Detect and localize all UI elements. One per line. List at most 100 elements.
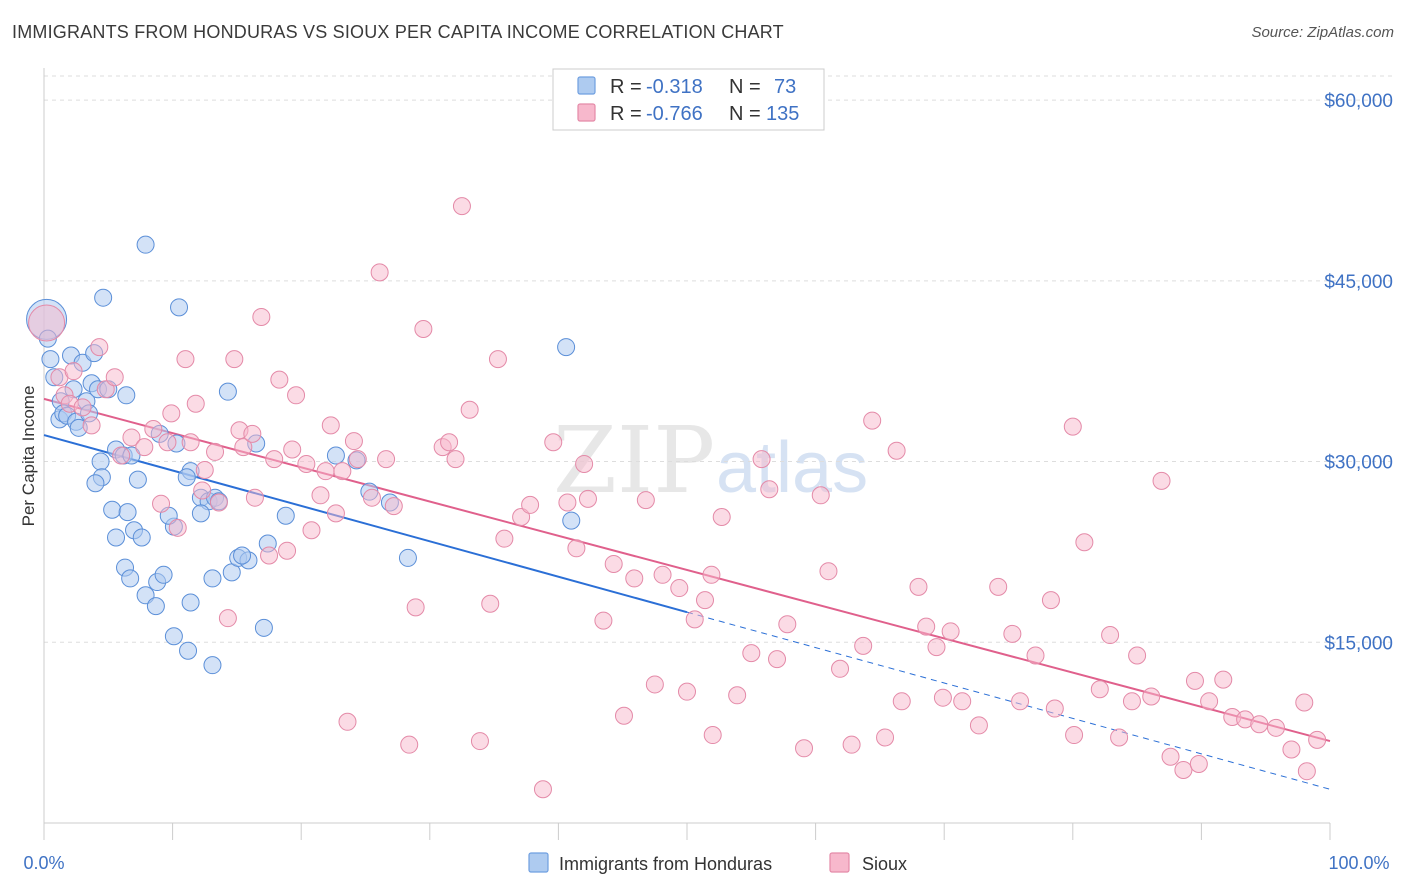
data-point-sioux	[892, 692, 911, 711]
data-point-honduras	[136, 235, 155, 254]
data-point-sioux	[488, 350, 507, 369]
data-point-sioux	[218, 609, 237, 628]
data-point-sioux	[225, 350, 244, 369]
data-point-sioux	[594, 611, 613, 630]
data-point-sioux	[645, 675, 664, 694]
data-point-honduras	[181, 593, 200, 612]
data-point-sioux	[1075, 533, 1094, 552]
data-point-sioux	[795, 739, 814, 758]
data-point-sioux	[260, 546, 279, 565]
legend-r-value-1: -0.318	[646, 76, 703, 98]
data-point-sioux	[969, 716, 988, 735]
legend-r-label-2: R =	[610, 103, 642, 125]
data-point-sioux	[193, 481, 212, 500]
data-point-honduras	[326, 446, 345, 465]
data-point-sioux	[338, 712, 357, 731]
axes	[43, 68, 1331, 840]
trend-line-honduras-extension	[686, 611, 1331, 790]
data-point-sioux	[636, 491, 655, 510]
data-point-sioux	[209, 493, 228, 512]
data-point-honduras	[177, 468, 196, 487]
data-point-sioux	[344, 432, 363, 451]
data-point-sioux	[811, 486, 830, 505]
data-point-sioux	[1128, 646, 1147, 665]
data-point-sioux	[122, 428, 141, 447]
data-point-sioux	[234, 438, 253, 457]
data-point-sioux	[1122, 692, 1141, 711]
data-point-sioux	[1282, 740, 1301, 759]
x-tick-label-end: 100.0%	[1328, 853, 1389, 873]
data-point-sioux	[152, 494, 171, 513]
data-point-sioux	[768, 650, 787, 669]
data-point-honduras	[557, 338, 576, 357]
legend-n-value-1: 73	[774, 76, 796, 98]
data-point-sioux	[854, 636, 873, 655]
data-point-honduras	[164, 627, 183, 646]
data-point-sioux	[1065, 726, 1084, 745]
data-point-sioux	[1142, 687, 1161, 706]
data-point-sioux	[567, 539, 586, 558]
data-point-sioux	[909, 577, 928, 596]
data-point-sioux	[887, 441, 906, 460]
watermark-atlas: atlas	[716, 428, 868, 508]
data-point-honduras	[179, 641, 198, 660]
data-point-sioux	[703, 726, 722, 745]
legend-r-value-2: -0.766	[646, 103, 703, 125]
trend-lines	[43, 397, 1331, 790]
data-point-sioux	[243, 424, 262, 443]
data-point-honduras	[103, 500, 122, 519]
data-point-sioux	[696, 591, 715, 610]
data-point-sioux	[348, 450, 367, 469]
data-point-sioux	[685, 610, 704, 629]
data-point-sioux	[614, 706, 633, 725]
data-point-sioux	[1214, 670, 1233, 689]
data-point-sioux	[112, 446, 131, 465]
legend-n-value-2: 135	[766, 103, 799, 125]
data-point-sioux	[953, 692, 972, 711]
data-point-honduras	[146, 597, 165, 616]
data-point-sioux	[941, 622, 960, 641]
data-point-sioux	[326, 504, 345, 523]
data-point-sioux	[1185, 671, 1204, 690]
x-tick-label-start: 0.0%	[23, 853, 64, 873]
legend-r-label-1: R =	[610, 76, 642, 98]
data-point-sioux	[452, 197, 471, 216]
data-point-honduras	[41, 350, 60, 369]
data-point-sioux	[28, 304, 66, 342]
data-point-sioux	[470, 732, 489, 751]
legend-n-label-2: N =	[729, 103, 761, 125]
data-point-sioux	[297, 454, 316, 473]
data-point-sioux	[819, 562, 838, 581]
data-point-sioux	[440, 433, 459, 452]
y-axis-title: Per Capita Income	[19, 386, 38, 527]
data-point-sioux	[265, 450, 284, 469]
data-point-honduras	[203, 569, 222, 588]
data-point-honduras	[562, 511, 581, 530]
data-point-sioux	[400, 735, 419, 754]
data-point-sioux	[1297, 762, 1316, 781]
data-point-sioux	[144, 420, 163, 439]
y-tick-label: $60,000	[1324, 91, 1393, 112]
data-point-sioux	[1200, 692, 1219, 711]
x-tick-labels: 0.0% 100.0%	[23, 853, 1389, 873]
data-point-honduras	[107, 528, 126, 547]
data-point-sioux	[162, 404, 181, 423]
data-point-sioux	[377, 450, 396, 469]
y-tick-label: $15,000	[1324, 633, 1393, 654]
data-point-sioux	[1101, 626, 1120, 645]
data-point-sioux	[1152, 471, 1171, 490]
data-point-sioux	[481, 594, 500, 613]
data-point-sioux	[370, 263, 389, 282]
data-point-sioux	[362, 488, 381, 507]
data-point-sioux	[1110, 728, 1129, 747]
data-point-sioux	[712, 507, 731, 526]
data-point-honduras	[121, 569, 140, 588]
data-point-honduras	[128, 470, 147, 489]
data-point-sioux	[181, 433, 200, 452]
data-point-sioux	[270, 370, 289, 389]
data-point-sioux	[278, 541, 297, 560]
data-point-honduras	[117, 386, 136, 405]
data-point-sioux	[842, 735, 861, 754]
data-point-honduras	[276, 506, 295, 525]
data-point-sioux	[1011, 692, 1030, 711]
